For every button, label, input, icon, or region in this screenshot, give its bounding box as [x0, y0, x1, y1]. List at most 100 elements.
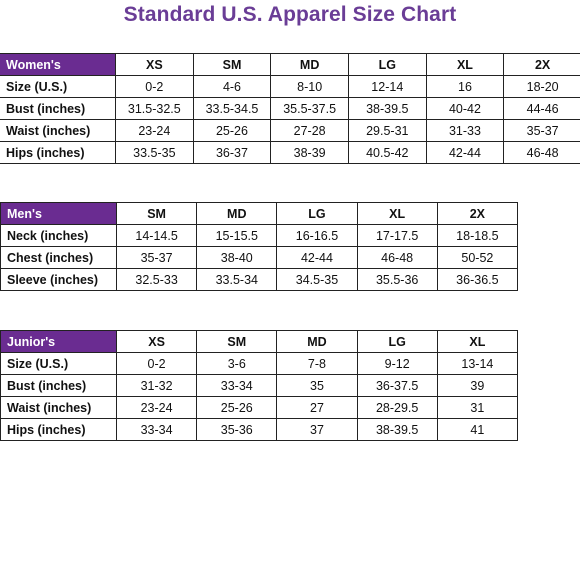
table-cell: 28-29.5	[356, 396, 438, 419]
junior-size-table: Junior's XS SM MD LG XL Size (U.S.) 0-2 3-6 7-8 9-…	[0, 330, 519, 441]
table-cell: 35-37	[503, 119, 580, 142]
table-row: Sleeve (inches) 32.5-33 33.5-34 34.5-35 35.5…	[0, 268, 519, 291]
table-cell: 34.5-35	[276, 268, 358, 291]
measurement-label: Neck (inches)	[0, 224, 117, 247]
table-category-label: Junior's	[0, 330, 117, 353]
table-cell: 33.5-34.5	[192, 97, 272, 120]
table-cell: 33-34	[196, 374, 278, 397]
measurement-label: Bust (inches)	[0, 374, 117, 397]
table-row: Hips (inches) 33.5-35 36-37 38-39 40.5-42 42-…	[0, 141, 580, 164]
table-cell: 23-24	[115, 119, 194, 142]
table-cell: 35.5-36	[356, 268, 438, 291]
table-cell: 7-8	[276, 352, 358, 375]
table-cell: 31.5-32.5	[115, 97, 194, 120]
table-cell: 33.5-34	[196, 268, 278, 291]
header-row: Women's XS SM MD LG XL 2X	[0, 53, 580, 76]
header-row: Junior's XS SM MD LG XL	[0, 330, 519, 353]
size-header: SM	[192, 53, 272, 76]
table-cell: 17-17.5	[356, 224, 438, 247]
table-cell: 35-37	[115, 246, 198, 269]
table-row: Size (U.S.) 0-2 4-6 8-10 12-14 16 18-20	[0, 75, 580, 98]
table-cell: 42-44	[276, 246, 358, 269]
table-row: Hips (inches) 33-34 35-36 37 38-39.5 41	[0, 418, 519, 441]
table-cell: 36-37.5	[356, 374, 438, 397]
measurement-label: Waist (inches)	[0, 396, 117, 419]
table-cell: 37	[276, 418, 358, 441]
table-cell: 36-37	[192, 141, 272, 164]
table-cell: 31-32	[115, 374, 198, 397]
measurement-label: Size (U.S.)	[0, 75, 116, 98]
table-cell: 27-28	[270, 119, 349, 142]
table-row: Waist (inches) 23-24 25-26 27-28 29.5-31 31-3…	[0, 119, 580, 142]
table-row: Size (U.S.) 0-2 3-6 7-8 9-12 13-14	[0, 352, 519, 375]
table-cell: 8-10	[270, 75, 349, 98]
table-cell: 50-52	[436, 246, 519, 269]
header-row: Men's SM MD LG XL 2X	[0, 202, 519, 225]
measurement-label: Size (U.S.)	[0, 352, 117, 375]
table-cell: 18-20	[503, 75, 580, 98]
table-cell: 15-15.5	[196, 224, 278, 247]
size-header: MD	[196, 202, 278, 225]
table-cell: 35.5-37.5	[270, 97, 349, 120]
table-cell: 27	[276, 396, 358, 419]
size-header: MD	[276, 330, 358, 353]
table-row: Bust (inches) 31-32 33-34 35 36-37.5 39	[0, 374, 519, 397]
table-cell: 38-39.5	[347, 97, 427, 120]
table-cell: 40-42	[425, 97, 505, 120]
women-size-table: Women's XS SM MD LG XL 2X Size (U.S.) 0-2 4-6 8-10…	[0, 53, 580, 164]
table-cell: 40.5-42	[347, 141, 427, 164]
table-cell: 0-2	[115, 75, 194, 98]
table-cell: 14-14.5	[115, 224, 198, 247]
table-category-label: Women's	[0, 53, 116, 76]
size-header: LG	[347, 53, 427, 76]
size-header: XS	[115, 330, 198, 353]
measurement-label: Bust (inches)	[0, 97, 116, 120]
table-cell: 38-39	[270, 141, 349, 164]
table-cell: 39	[436, 374, 519, 397]
table-cell: 41	[436, 418, 519, 441]
table-cell: 3-6	[196, 352, 278, 375]
table-row: Bust (inches) 31.5-32.5 33.5-34.5 35.5-37.5…	[0, 97, 580, 120]
table-cell: 16	[425, 75, 505, 98]
table-cell: 32.5-33	[115, 268, 198, 291]
size-header: XL	[425, 53, 505, 76]
measurement-label: Hips (inches)	[0, 141, 116, 164]
table-row: Chest (inches) 35-37 38-40 42-44 46-48 50-52	[0, 246, 519, 269]
table-cell: 42-44	[425, 141, 505, 164]
page-title: Standard U.S. Apparel Size Chart	[123, 3, 457, 26]
size-header: 2X	[503, 53, 580, 76]
table-cell: 38-39.5	[356, 418, 438, 441]
size-header: LG	[276, 202, 358, 225]
table-cell: 25-26	[192, 119, 272, 142]
table-cell: 0-2	[115, 352, 198, 375]
table-cell: 9-12	[356, 352, 438, 375]
table-cell: 16-16.5	[276, 224, 358, 247]
measurement-label: Chest (inches)	[0, 246, 117, 269]
table-cell: 31	[436, 396, 519, 419]
size-header: LG	[356, 330, 438, 353]
table-cell: 46-48	[503, 141, 580, 164]
table-cell: 33-34	[115, 418, 198, 441]
size-header: XL	[436, 330, 519, 353]
men-size-table: Men's SM MD LG XL 2X Neck (inches) 14-14.5 15-15…	[0, 202, 519, 291]
table-cell: 46-48	[356, 246, 438, 269]
table-category-label: Men's	[0, 202, 117, 225]
table-cell: 4-6	[192, 75, 272, 98]
table-row: Neck (inches) 14-14.5 15-15.5 16-16.5 17-17.…	[0, 224, 519, 247]
table-row: Waist (inches) 23-24 25-26 27 28-29.5 31	[0, 396, 519, 419]
table-cell: 18-18.5	[436, 224, 519, 247]
table-cell: 35-36	[196, 418, 278, 441]
measurement-label: Waist (inches)	[0, 119, 116, 142]
table-cell: 12-14	[347, 75, 427, 98]
size-header: 2X	[436, 202, 519, 225]
table-cell: 29.5-31	[347, 119, 427, 142]
table-cell: 35	[276, 374, 358, 397]
table-cell: 31-33	[425, 119, 505, 142]
size-header: MD	[270, 53, 349, 76]
size-header: XL	[356, 202, 438, 225]
table-cell: 23-24	[115, 396, 198, 419]
measurement-label: Hips (inches)	[0, 418, 117, 441]
size-header: SM	[115, 202, 198, 225]
measurement-label: Sleeve (inches)	[0, 268, 117, 291]
table-cell: 44-46	[503, 97, 580, 120]
